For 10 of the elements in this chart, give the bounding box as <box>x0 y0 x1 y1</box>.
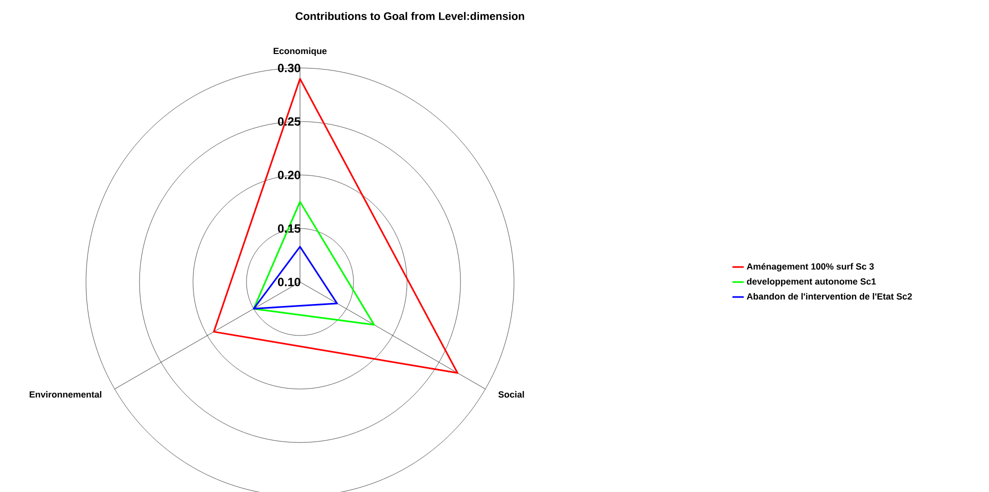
y-tick-label: 0.30 <box>278 64 300 72</box>
legend-label: Abandon de l'intervention de l'Etat Sc2 <box>746 293 912 300</box>
spoke-label: Social <box>498 391 524 398</box>
spoke-label: Economique <box>274 48 327 56</box>
spoke-label: Environnemental <box>30 391 102 398</box>
legend-label: Aménagement 100% surf Sc 3 <box>746 262 874 272</box>
chart-title: Contributions to Goal from Level:dimension <box>296 12 524 20</box>
y-tick-label: 0.10 <box>278 278 300 286</box>
legend-label: developpement autonome Sc1 <box>746 278 876 286</box>
y-tick-label: 0.20 <box>278 170 300 180</box>
